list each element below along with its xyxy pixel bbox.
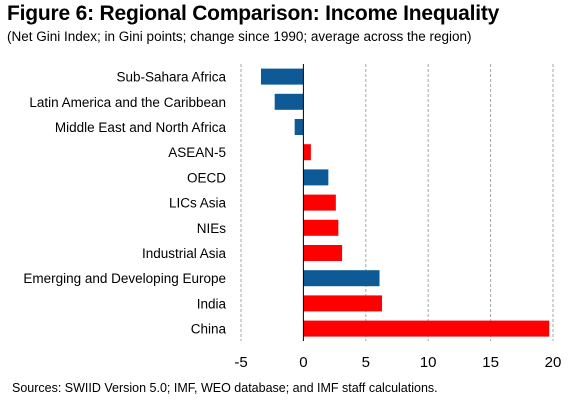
bar-india: [303, 295, 383, 312]
bar-latin-america-and-the-caribbean: [274, 93, 304, 110]
chart-subtitle: (Net Gini Index; in Gini points; change …: [7, 29, 472, 44]
category-label: Middle East and North Africa: [55, 120, 227, 135]
bar-nies: [303, 219, 339, 236]
x-tick-label: 0: [299, 354, 307, 371]
category-label: ASEAN-5: [168, 145, 226, 160]
bar-industrial-asia: [303, 245, 343, 261]
bar-asean-5: [303, 144, 311, 161]
gridlines: [240, 64, 554, 341]
x-tick-label: 20: [545, 354, 562, 371]
x-tick-label: 5: [362, 354, 370, 371]
source-note: Sources: SWIID Version 5.0; IMF, WEO dat…: [12, 381, 438, 395]
category-label: LICs Asia: [169, 196, 227, 211]
category-label: Sub-Sahara Africa: [116, 70, 226, 85]
x-tick-label: -5: [234, 354, 247, 371]
category-label: China: [191, 322, 227, 337]
bar-middle-east-and-north-africa: [294, 119, 304, 135]
bar-oecd: [303, 169, 329, 186]
bar-china: [303, 320, 550, 337]
x-tick-label: 10: [420, 354, 437, 371]
category-label: India: [197, 296, 227, 311]
bar-sub-sahara-africa: [260, 68, 304, 85]
bar-emerging-and-developing-europe: [303, 270, 380, 287]
tick-labels: -5 0 5 10 15 20: [234, 354, 561, 371]
x-tick-label: 15: [482, 354, 499, 371]
category-label: Industrial Asia: [142, 246, 227, 261]
chart-title: Figure 6: Regional Comparison: Income In…: [7, 2, 500, 25]
category-label: Emerging and Developing Europe: [23, 271, 226, 286]
bars: [260, 68, 550, 337]
category-label: NIEs: [197, 221, 227, 236]
bar-lics-asia: [303, 194, 336, 211]
category-labels: Sub-Sahara Africa Latin America and the C…: [23, 70, 226, 337]
category-label: Latin America and the Caribbean: [29, 95, 226, 110]
category-label: OECD: [187, 170, 226, 185]
